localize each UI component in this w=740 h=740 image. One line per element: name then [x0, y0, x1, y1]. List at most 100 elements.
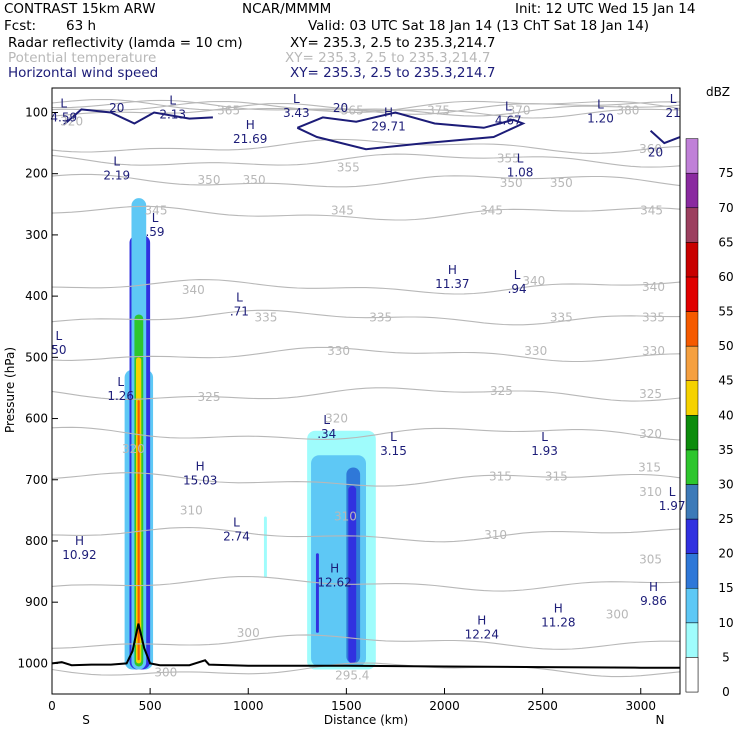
theta-contour-label: 310: [639, 485, 662, 499]
wind-contour-label: 20: [333, 101, 348, 115]
terrain-layer: [52, 623, 680, 669]
colorbar-swatch: [685, 207, 699, 243]
y-tick-label: 300: [25, 228, 48, 242]
colorbar-level-label: 65: [718, 235, 733, 249]
theta-contour-310: [52, 526, 680, 543]
wind-contour-label: 20: [109, 101, 124, 115]
colorbar-level-label: 5: [722, 650, 730, 664]
colorbar-level-label: 10: [718, 616, 733, 630]
wind-min-marker: L: [323, 413, 330, 427]
wind-max-marker: H: [330, 562, 339, 576]
theta-contour-345: [52, 205, 680, 221]
wind-min-marker: L: [597, 98, 604, 112]
x-tick-label: 1500: [331, 699, 362, 713]
y-tick-label: 800: [25, 534, 48, 548]
theta-contour-label: 350: [500, 176, 523, 190]
theta-contour-label: 350: [550, 176, 573, 190]
theta-contours: [52, 98, 680, 678]
theta-contour-label: 325: [198, 390, 221, 404]
wind-extremum-value: 21: [665, 106, 680, 120]
x-tick-label: 2500: [527, 699, 558, 713]
field-wind-xy: XY= 235.3, 2.5 to 235.3,214.7: [290, 65, 496, 81]
wind-extremum-value: 12.62: [317, 576, 351, 590]
reflectivity-cell: [137, 400, 140, 661]
wind-extremum-value: 2.19: [103, 169, 130, 183]
y-tick-label: 400: [25, 289, 48, 303]
wind-extremum-value: 21.69: [233, 132, 267, 146]
theta-contour-label: 325: [490, 384, 513, 398]
theta-contour-label: 320: [325, 412, 348, 426]
colorbar-swatch: [685, 242, 699, 278]
colorbar-swatch: [685, 415, 699, 451]
x-axis-label: Distance (km): [324, 713, 408, 727]
wind-extremum-value: 1.08: [507, 166, 534, 180]
colorbar-swatch: [685, 345, 699, 381]
wind-extremum-value: 50: [51, 343, 66, 357]
y-tick-label: 200: [25, 167, 48, 181]
colorbar-level-label: 30: [718, 477, 733, 491]
forecast-hour: 63 h: [66, 18, 97, 34]
field-theta-name: Potential temperature: [8, 50, 157, 66]
colorbar-swatch: [685, 553, 699, 589]
wind-max-marker: H: [196, 459, 205, 473]
wind-extremum-value: 1.97: [659, 499, 686, 513]
theta-contour-label: 295.4: [335, 669, 369, 683]
colorbar-unit: dBZ: [706, 85, 730, 99]
wind-min-marker: L: [117, 375, 124, 389]
theta-contour-350: [52, 173, 680, 188]
theta-contour-label: 365: [341, 104, 364, 118]
wind-min-marker: L: [56, 329, 63, 343]
wind-extremum-value: 1.26: [107, 389, 134, 403]
theta-contour-label: 310: [484, 528, 507, 542]
theta-contour-label: 355: [337, 161, 360, 175]
org-label: NCAR/MMMM: [242, 1, 332, 17]
x-tick-label: 2000: [429, 699, 460, 713]
init-time: Init: 12 UTC Wed 15 Jan 14: [515, 1, 696, 17]
theta-contour-label: 345: [640, 203, 663, 217]
theta-contour-label: 340: [522, 274, 545, 288]
theta-contour-label: 330: [327, 344, 350, 358]
theta-contour-label: 300: [237, 626, 260, 640]
reflectivity-cell: [315, 553, 319, 633]
x-axis-right-end: N: [656, 713, 665, 727]
reflectivity-layer: [124, 198, 376, 670]
plot-frame: [51, 87, 681, 695]
wind-min-marker: L: [60, 96, 67, 110]
theta-contour-label: 335: [550, 311, 573, 325]
wind-extremum-value: 15.03: [183, 473, 217, 487]
wind-max-marker: H: [384, 106, 393, 120]
wind-extremum-value: 3.15: [380, 444, 407, 458]
wind-min-marker: L: [236, 290, 243, 304]
y-tick-label: 1000: [17, 656, 48, 670]
theta-contour-label: 335: [369, 311, 392, 325]
theta-contour-label: 320: [639, 427, 662, 441]
y-tick-label: 100: [25, 105, 48, 119]
theta-contour-label: 310: [334, 509, 357, 523]
wind-extremum-value: 4.59: [50, 110, 77, 124]
wind-min-marker: L: [505, 99, 512, 113]
wind-contours: [63, 108, 680, 151]
wind-extremum-value: 4.67: [495, 113, 522, 127]
theta-contour-315: [52, 472, 680, 487]
colorbar-level-label: 40: [718, 408, 733, 422]
wind-min-marker: L: [670, 92, 677, 106]
theta-contour-380: [52, 98, 680, 113]
theta-contour-355: [52, 153, 680, 168]
valid-time: Valid: 03 UTC Sat 18 Jan 14 (13 ChT Sat …: [308, 18, 650, 34]
theta-contour-label: 330: [524, 344, 547, 358]
forecast-label: Fcst:: [4, 18, 37, 34]
model-title: CONTRAST 15km ARW: [4, 1, 156, 17]
colorbar-level-label: 60: [718, 270, 733, 284]
wind-extremum-value: .71: [230, 304, 249, 318]
reflectivity-cell: [348, 485, 357, 664]
theta-contour-label: 315: [489, 470, 512, 484]
wind-extremum-value: 2.74: [223, 530, 250, 544]
wind-extremum-value: 9.86: [640, 594, 667, 608]
colorbar-level-label: 45: [718, 374, 733, 388]
theta-contour-label: 370: [508, 104, 531, 118]
field-reflectivity-name: Radar reflectivity (lamda = 10 cm): [8, 35, 243, 51]
y-tick-label: 600: [25, 412, 48, 426]
theta-contour-375: [52, 99, 680, 115]
wind-extremum-value: .34: [317, 427, 336, 441]
